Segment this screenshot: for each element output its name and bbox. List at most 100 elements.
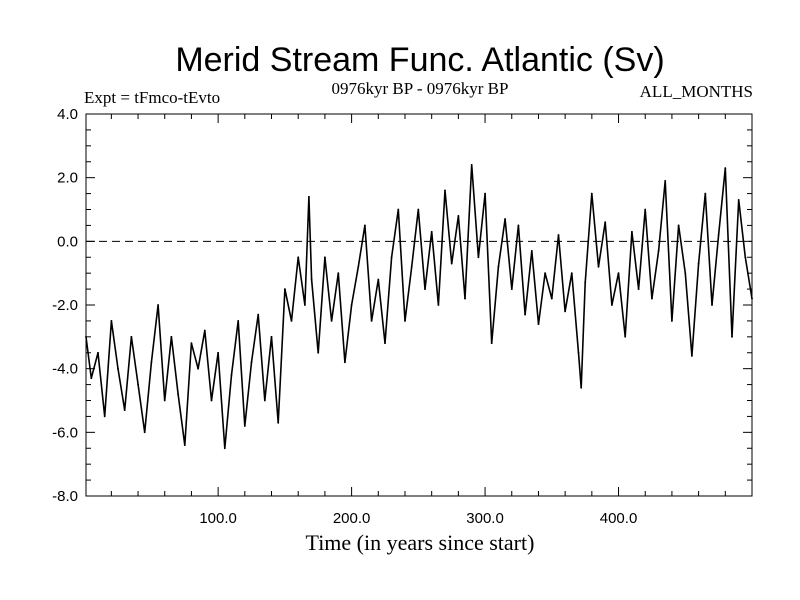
data-point	[550, 297, 553, 300]
data-point	[85, 335, 87, 338]
y-tick-label: 4.0	[57, 106, 78, 123]
data-point	[604, 221, 607, 224]
data-point	[731, 335, 733, 338]
data-point	[544, 272, 546, 275]
y-tick-label: 2.0	[57, 170, 78, 187]
data-point	[657, 250, 660, 252]
data-point	[297, 256, 300, 259]
data-point	[717, 234, 720, 236]
data-point	[310, 278, 313, 281]
y-tick-label: -8.0	[52, 488, 78, 505]
data-point	[370, 320, 373, 322]
data-point	[677, 224, 680, 227]
data-point	[577, 351, 580, 354]
data-point	[590, 192, 593, 195]
data-point	[290, 320, 293, 322]
data-point	[157, 304, 160, 306]
data-point	[130, 335, 133, 338]
data-point	[504, 218, 506, 220]
data-point	[637, 288, 640, 290]
data-point	[117, 367, 119, 370]
x-tick-label: 200.0	[333, 510, 371, 527]
data-point	[163, 399, 166, 402]
data-point	[308, 195, 310, 198]
data-point	[484, 192, 486, 195]
data-points	[85, 164, 753, 450]
data-point	[537, 323, 540, 325]
x-tick-label: 100.0	[199, 510, 237, 527]
data-point	[317, 351, 320, 354]
data-point	[263, 399, 266, 402]
data-point	[344, 361, 346, 364]
data-point	[470, 164, 473, 166]
y-tick-label: 0.0	[57, 233, 78, 250]
data-point	[404, 320, 406, 322]
data-point	[357, 265, 360, 268]
data-point	[684, 272, 687, 275]
data-point	[330, 320, 333, 322]
data-point	[143, 431, 146, 434]
chart-title: Merid Stream Func. Atlantic (Sv)	[175, 41, 664, 79]
data-point	[510, 288, 513, 290]
data-point	[170, 335, 173, 338]
y-tick-label: -6.0	[52, 424, 78, 441]
series-line	[85, 164, 753, 450]
data-point	[744, 256, 747, 259]
x-axis-label: Time (in years since start)	[306, 530, 535, 555]
data-point	[230, 374, 233, 376]
data-point	[631, 230, 633, 233]
data-point	[304, 304, 306, 306]
x-tick-labels: 100.0 200.0 300.0 400.0	[199, 510, 637, 527]
data-point	[103, 415, 106, 418]
data-point	[364, 224, 366, 227]
x-tick-label: 300.0	[466, 510, 504, 527]
data-point	[210, 399, 213, 402]
data-point	[424, 288, 426, 290]
data-point	[183, 444, 186, 446]
data-point	[270, 335, 273, 338]
y-tick-label: -4.0	[52, 361, 78, 378]
subtitle-left: Expt = tFmco-tEvto	[84, 88, 220, 107]
data-point	[284, 288, 286, 290]
data-point	[644, 208, 647, 211]
data-point	[397, 208, 400, 211]
data-point	[580, 386, 583, 389]
data-point	[477, 256, 480, 259]
y-tick-label: -2.0	[52, 297, 78, 314]
data-point	[450, 262, 453, 265]
subtitle-center: 0976kyr BP - 0976kyr BP	[332, 79, 509, 98]
data-point	[97, 351, 99, 354]
data-point	[237, 320, 240, 322]
data-point	[123, 409, 126, 411]
data-point	[624, 335, 627, 338]
data-point	[250, 361, 253, 364]
data-point	[137, 383, 140, 386]
data-point	[223, 447, 226, 450]
data-point	[390, 256, 393, 259]
data-point	[110, 320, 113, 322]
data-point	[190, 342, 193, 345]
data-point	[384, 342, 386, 345]
data-point	[524, 313, 526, 316]
data-point	[617, 272, 620, 275]
data-point	[711, 304, 713, 306]
data-point	[737, 199, 740, 201]
data-point	[197, 367, 200, 370]
data-point	[377, 278, 380, 281]
data-point	[150, 361, 153, 364]
data-point	[217, 351, 220, 354]
axis-ticks	[86, 113, 753, 497]
data-point	[464, 297, 466, 300]
data-point	[704, 192, 707, 195]
data-point	[437, 304, 440, 306]
data-point	[570, 272, 573, 275]
data-point	[651, 297, 653, 300]
data-point	[751, 297, 753, 300]
data-point	[584, 281, 587, 284]
data-point	[490, 342, 493, 345]
data-point	[324, 256, 326, 259]
data-point	[203, 329, 206, 332]
data-point	[517, 224, 520, 227]
subtitle-right: ALL_MONTHS	[640, 82, 753, 101]
